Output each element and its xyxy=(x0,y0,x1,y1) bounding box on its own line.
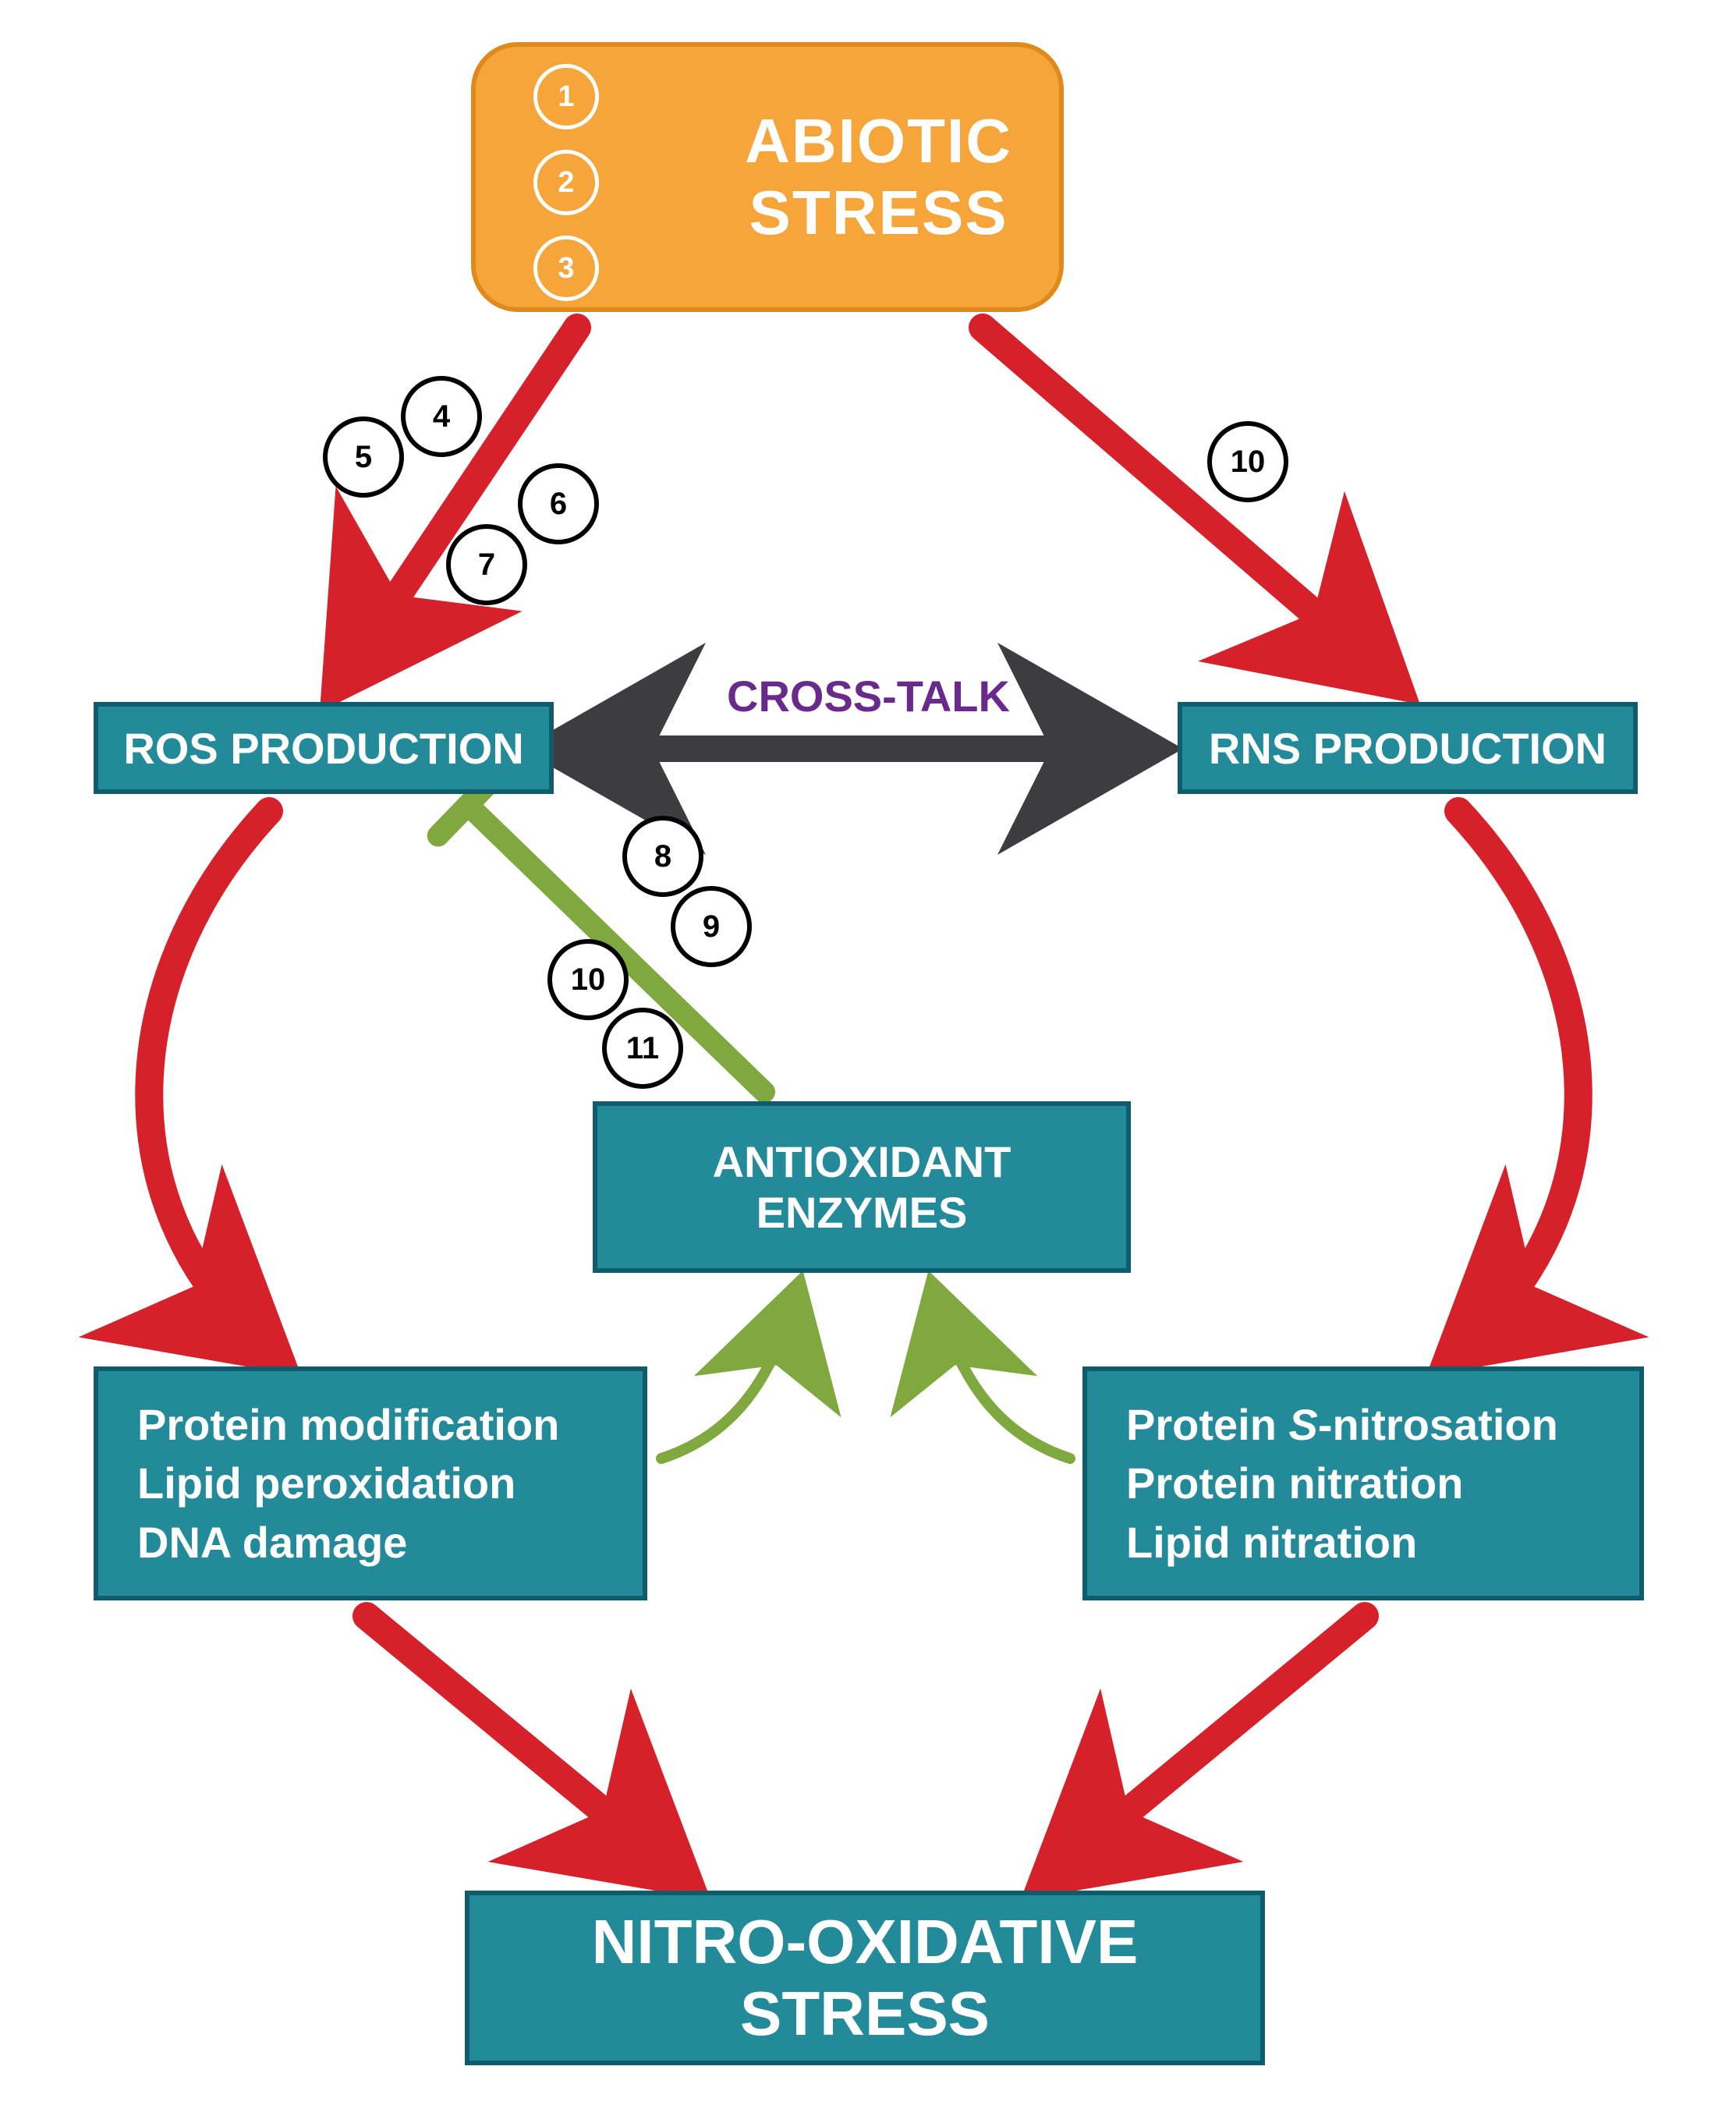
abiotic-line-1: ABIOTIC xyxy=(745,105,1012,177)
ref-circle-8-5: 8 xyxy=(622,816,703,897)
rns-production-box: RNS PRODUCTION xyxy=(1178,702,1638,794)
ros-production-label: ROS PRODUCTION xyxy=(123,723,523,774)
antiox-line-2: ENZYMES xyxy=(756,1187,968,1238)
ros-effects-to-antiox xyxy=(661,1292,797,1458)
antiox-line-1: ANTIOXIDANT xyxy=(713,1136,1011,1187)
abiotic-inner-circle-3: 3 xyxy=(533,236,599,301)
box-roseff-line-1: Lipid peroxidation xyxy=(137,1454,643,1513)
arrows-layer xyxy=(0,0,1736,2123)
nitro-line-2: STRESS xyxy=(740,1978,990,2050)
rns-to-effects xyxy=(1458,811,1578,1349)
ref-circle-5-1: 5 xyxy=(323,416,404,498)
nitro-oxidative-stress-box: NITRO-OXIDATIVE STRESS xyxy=(465,1891,1265,2065)
abiotic-stress-title: ABIOTIC STRESS xyxy=(745,47,1012,307)
abiotic-line-2: STRESS xyxy=(749,177,1008,249)
abiotic-inner-circle-1: 1 xyxy=(533,64,599,129)
rns-production-label: RNS PRODUCTION xyxy=(1209,723,1607,774)
red-arrows-group xyxy=(149,328,1578,1873)
ref-circle-6-2: 6 xyxy=(518,463,599,544)
abiotic-to-rns xyxy=(983,328,1388,677)
ros-to-effects xyxy=(149,811,269,1349)
diagram-stage: ABIOTIC STRESS 1 2 3 ROS PRODUCTION RNS PR… xyxy=(0,0,1736,2123)
ros-production-box: ROS PRODUCTION xyxy=(94,702,554,794)
rns-effects-box: Protein S-nitrosationProtein nitrationLi… xyxy=(1082,1366,1644,1600)
ref-circle-4-0: 4 xyxy=(401,376,482,457)
box-rnseff-line-0: Protein S-nitrosation xyxy=(1126,1395,1639,1455)
ref-circle-10-4: 10 xyxy=(1207,421,1288,502)
rns-effects-to-antiox xyxy=(934,1292,1070,1458)
ros-effects-to-nitro xyxy=(367,1616,678,1873)
ref-circle-9-6: 9 xyxy=(671,886,752,967)
crosstalk-label: CROSS-TALK xyxy=(727,671,1010,721)
box-rnseff-line-2: Lipid nitration xyxy=(1126,1513,1639,1572)
box-roseff-line-2: DNA damage xyxy=(137,1513,643,1572)
box-rnseff-line-1: Protein nitration xyxy=(1126,1454,1639,1513)
ref-circle-7-3: 7 xyxy=(446,524,527,605)
rns-effects-to-nitro xyxy=(1053,1616,1365,1873)
ros-effects-box: Protein modificationLipid peroxidationDN… xyxy=(94,1366,647,1600)
abiotic-stress-box: ABIOTIC STRESS 1 2 3 xyxy=(471,42,1064,312)
ref-circle-10-7: 10 xyxy=(547,939,629,1020)
box-roseff-line-0: Protein modification xyxy=(137,1395,643,1455)
ref-circle-11-8: 11 xyxy=(602,1008,683,1089)
antioxidant-enzymes-box: ANTIOXIDANT ENZYMES xyxy=(593,1101,1131,1273)
abiotic-inner-circle-2: 2 xyxy=(533,150,599,215)
nitro-line-1: NITRO-OXIDATIVE xyxy=(592,1906,1139,1978)
